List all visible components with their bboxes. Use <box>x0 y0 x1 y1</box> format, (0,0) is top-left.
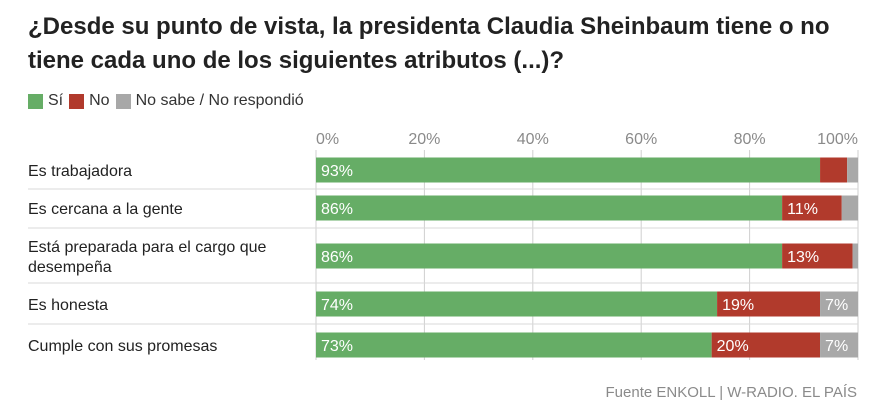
data-label-si: 86% <box>321 249 353 266</box>
bar-si <box>316 291 718 317</box>
data-label-si: 74% <box>321 297 353 314</box>
x-tick-label: 100% <box>817 131 858 148</box>
bar-ns <box>852 243 858 269</box>
legend-swatch-si <box>28 93 43 109</box>
data-label-no: 13% <box>787 249 819 266</box>
data-label-si: 73% <box>321 338 353 355</box>
x-tick-label: 80% <box>734 131 766 148</box>
data-label-no: 19% <box>722 297 754 314</box>
bar-si <box>316 243 783 269</box>
data-label-si: 93% <box>321 163 353 180</box>
category-label: desempeña <box>28 259 112 276</box>
x-tick-label: 40% <box>517 131 549 148</box>
bar-si <box>316 157 821 183</box>
legend-label-ns: No sabe / No respondió <box>135 92 304 109</box>
bar-si <box>316 332 712 358</box>
bar-no <box>717 291 821 317</box>
data-label-no: 11% <box>787 201 818 218</box>
data-label-si: 86% <box>321 201 353 218</box>
data-label-ns: 7% <box>825 297 848 314</box>
x-tick-label: 60% <box>625 131 657 148</box>
legend-item-no: No <box>69 92 110 110</box>
bar-ns <box>820 332 858 358</box>
bar-si <box>316 195 783 221</box>
legend-label-no: No <box>89 92 110 109</box>
legend-swatch-no <box>69 93 85 109</box>
legend: Sí No No sabe / No respondió <box>28 90 310 112</box>
category-label: Es trabajadora <box>28 163 132 180</box>
legend-item-ns: No sabe / No respondió <box>115 92 304 110</box>
category-label: Está preparada para el cargo que <box>28 239 266 256</box>
data-label-no: 20% <box>717 338 749 355</box>
legend-swatch-ns <box>115 93 131 109</box>
source-note: Fuente ENKOLL | W-RADIO. EL PAÍS <box>605 384 857 401</box>
bar-ns <box>841 195 858 221</box>
bar-no <box>782 243 853 269</box>
chart-title: ¿Desde su punto de vista, la presidenta … <box>28 13 830 74</box>
bar-ns <box>820 291 858 317</box>
x-tick-label: 0% <box>316 131 339 148</box>
bar-no <box>782 195 842 221</box>
data-label-ns: 7% <box>825 338 848 355</box>
bar-no <box>711 332 821 358</box>
bar-no <box>820 157 848 183</box>
category-label: Cumple con sus promesas <box>28 338 217 355</box>
x-tick-label: 20% <box>408 131 440 148</box>
legend-label-si: Sí <box>48 92 64 109</box>
legend-item-si: Sí <box>28 92 63 110</box>
bar-ns <box>847 157 858 183</box>
category-label: Es honesta <box>28 297 108 314</box>
category-label: Es cercana a la gente <box>28 201 183 218</box>
